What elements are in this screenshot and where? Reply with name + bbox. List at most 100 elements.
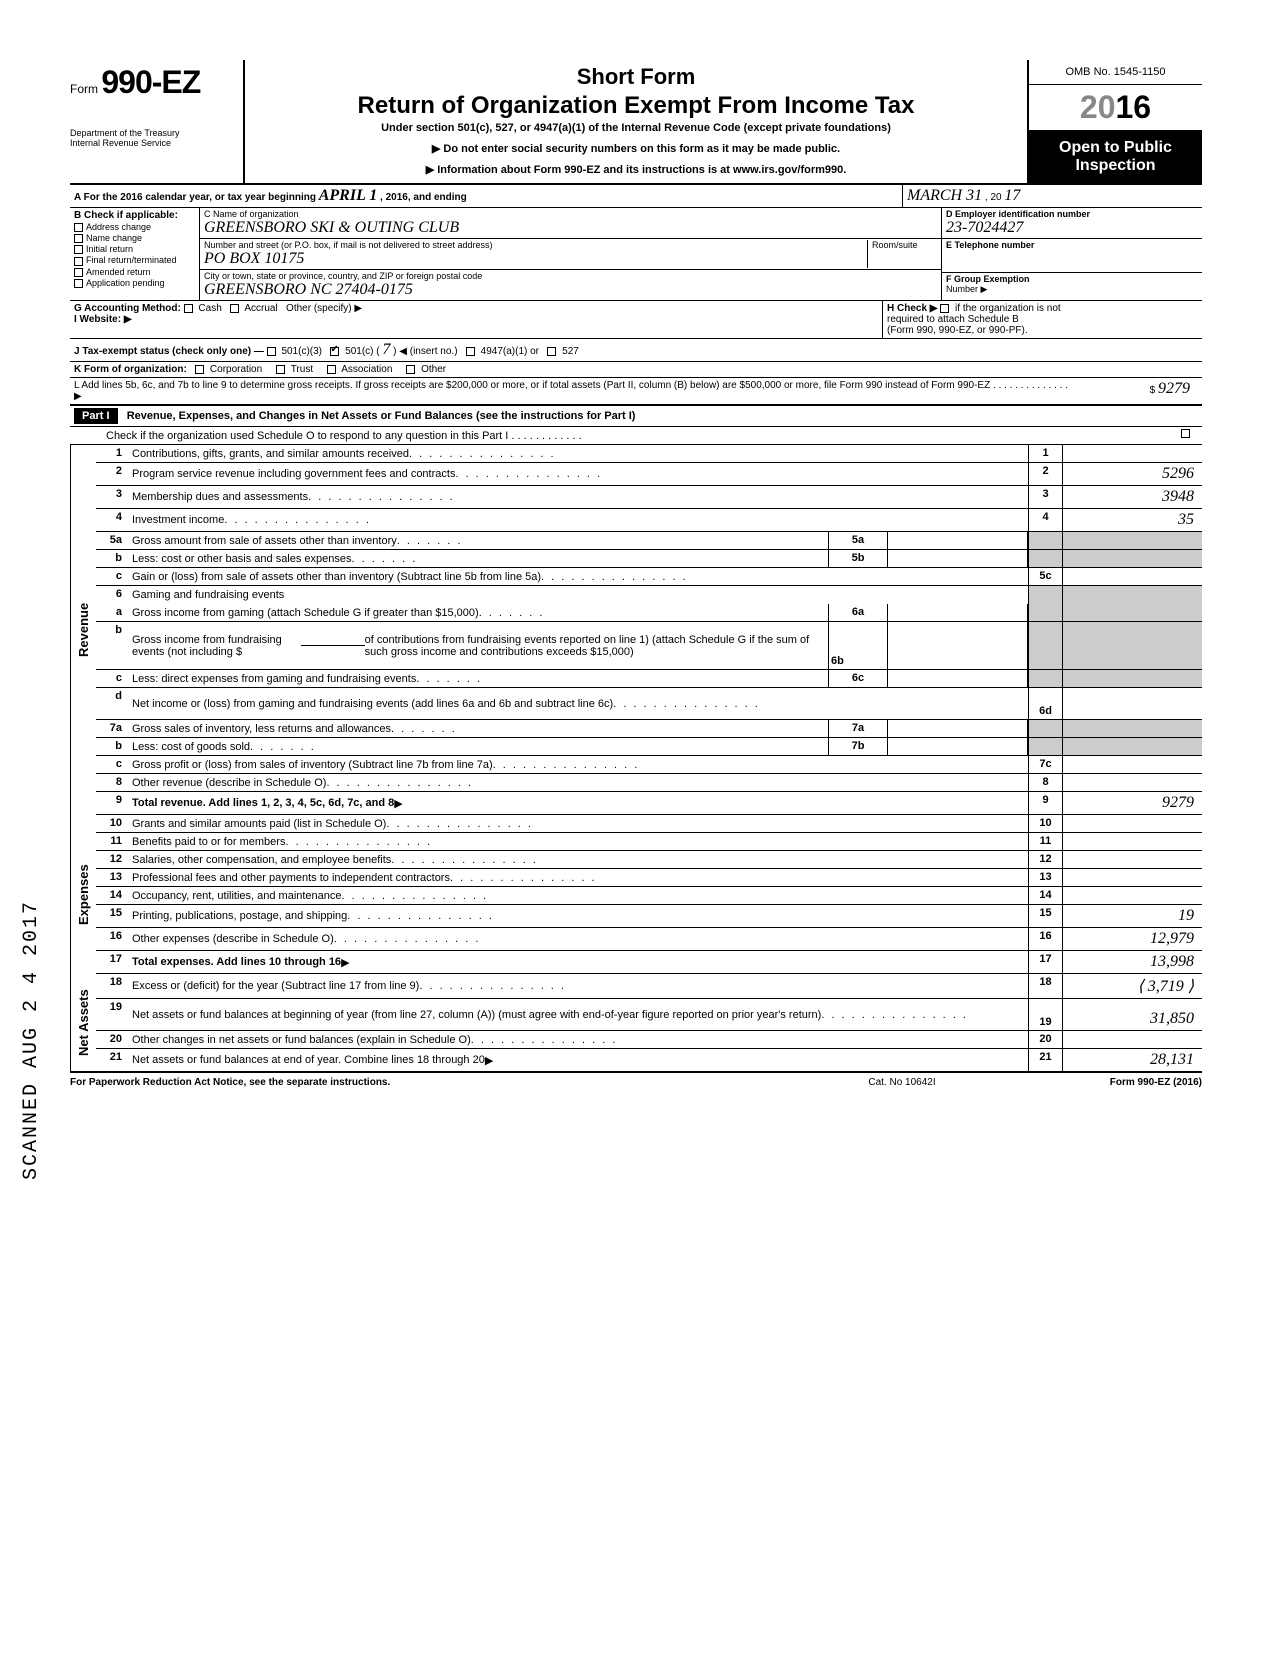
lbl-501c: 501(c) ( (345, 346, 379, 357)
part1-title: Revenue, Expenses, and Changes in Net As… (127, 410, 636, 422)
lbl-501c-end: ) ◀ (insert no.) (393, 346, 457, 357)
a12 (1062, 851, 1202, 868)
n2: 2 (96, 463, 128, 485)
part1-check-row: Check if the organization used Schedule … (70, 427, 1202, 445)
checkbox-name-change[interactable] (74, 234, 83, 243)
b7c: 7c (1028, 756, 1062, 773)
ib5a: 5a (828, 532, 888, 549)
d6b: Gross income from fundraising events (no… (128, 622, 828, 669)
b7bs (1028, 738, 1062, 755)
d19: Net assets or fund balances at beginning… (128, 999, 1028, 1030)
a6 (1062, 586, 1202, 604)
checkbox-final-return[interactable] (74, 257, 83, 266)
b8: 8 (1028, 774, 1062, 791)
n10: 10 (96, 815, 128, 832)
checkbox-address-change[interactable] (74, 223, 83, 232)
n6c: c (96, 670, 128, 687)
open-to-public: Open to Public Inspection (1029, 131, 1202, 183)
ib6b: 6b (828, 622, 888, 669)
instruction-1: ▶ Do not enter social security numbers o… (255, 142, 1017, 155)
checkbox-application-pending[interactable] (74, 279, 83, 288)
part1-row: Part I Revenue, Expenses, and Changes in… (70, 406, 1202, 427)
checkbox-schedule-o[interactable] (1181, 429, 1190, 438)
b6cs (1028, 670, 1062, 687)
checkbox-527[interactable] (547, 347, 556, 356)
d20: Other changes in net assets or fund bala… (128, 1031, 1028, 1048)
lbl-accounting-method: G Accounting Method: (74, 303, 181, 314)
checkbox-4947[interactable] (466, 347, 475, 356)
a20 (1062, 1031, 1202, 1048)
b7as (1028, 720, 1062, 737)
a16: 12,979 (1062, 928, 1202, 950)
n8: 8 (96, 774, 128, 791)
b13: 13 (1028, 869, 1062, 886)
part1-header: Part I (74, 408, 118, 424)
lbl-room: Room/suite (867, 240, 937, 268)
footer-right: Form 990-EZ (2016) (1002, 1077, 1202, 1088)
lbl-group-exemption: F Group Exemption (946, 274, 1198, 284)
iv5b (888, 550, 1028, 567)
d12: Salaries, other compensation, and employ… (128, 851, 1028, 868)
row-g-h: G Accounting Method: Cash Accrual Other … (70, 301, 1202, 339)
b6bs (1028, 622, 1062, 669)
b12: 12 (1028, 851, 1062, 868)
n3: 3 (96, 486, 128, 508)
checkbox-accrual[interactable] (230, 304, 239, 313)
a5a (1062, 532, 1202, 549)
col-b: B Check if applicable: Address change Na… (70, 208, 200, 300)
d15: Printing, publications, postage, and shi… (128, 905, 1028, 927)
n6a: a (96, 604, 128, 621)
n12: 12 (96, 851, 128, 868)
row-j: J Tax-exempt status (check only one) — 5… (70, 339, 1202, 362)
d10: Grants and similar amounts paid (list in… (128, 815, 1028, 832)
n5c: c (96, 568, 128, 585)
footer-left: For Paperwork Reduction Act Notice, see … (70, 1077, 802, 1088)
omb-number: OMB No. 1545-1150 (1029, 60, 1202, 85)
d4: Investment income (128, 509, 1028, 531)
n15: 15 (96, 905, 128, 927)
a1 (1062, 445, 1202, 462)
checkbox-corporation[interactable] (195, 365, 204, 374)
lbl-address: Number and street (or P.O. box, if mail … (204, 240, 867, 250)
b11: 11 (1028, 833, 1062, 850)
a3: 3948 (1062, 486, 1202, 508)
b21: 21 (1028, 1049, 1062, 1071)
side-netassets: Net Assets (70, 974, 96, 1071)
a15: 19 (1062, 905, 1202, 927)
ib6c: 6c (828, 670, 888, 687)
checkbox-501c[interactable]: ✔ (330, 347, 339, 356)
row-a-yr: , 20 (985, 192, 1002, 203)
checkbox-amended-return[interactable] (74, 268, 83, 277)
n11: 11 (96, 833, 128, 850)
b15: 15 (1028, 905, 1062, 927)
ib5b: 5b (828, 550, 888, 567)
a21: 28,131 (1062, 1049, 1202, 1071)
checkbox-initial-return[interactable] (74, 245, 83, 254)
checkbox-association[interactable] (327, 365, 336, 374)
checkbox-cash[interactable] (184, 304, 193, 313)
d5b: Less: cost or other basis and sales expe… (128, 550, 828, 567)
lbl-k: K Form of organization: (74, 364, 187, 375)
lbl-group-number: Number ▶ (946, 284, 1198, 295)
a6d (1062, 688, 1202, 719)
d7b: Less: cost of goods sold (128, 738, 828, 755)
n16: 16 (96, 928, 128, 950)
lbl-4947: 4947(a)(1) or (481, 346, 539, 357)
checkbox-trust[interactable] (276, 365, 285, 374)
header-right: OMB No. 1545-1150 2016 Open to Public In… (1027, 60, 1202, 183)
lbl-association: Association (341, 364, 392, 375)
row-a: A For the 2016 calendar year, or tax yea… (70, 185, 1202, 208)
col-b-header: B Check if applicable: (74, 210, 195, 221)
a5c (1062, 568, 1202, 585)
dollar-sign: $ (1150, 385, 1156, 396)
n9: 9 (96, 792, 128, 814)
lbl-527: 527 (562, 346, 579, 357)
checkbox-h[interactable] (940, 304, 949, 313)
b18: 18 (1028, 974, 1062, 998)
lbl-accrual: Accrual (244, 303, 277, 314)
checkbox-501c3[interactable] (267, 347, 276, 356)
b3: 3 (1028, 486, 1062, 508)
checkbox-other-org[interactable] (406, 365, 415, 374)
scanned-stamp: SCANNED AUG 2 4 2017 (20, 900, 43, 1180)
a6as (1062, 604, 1202, 621)
